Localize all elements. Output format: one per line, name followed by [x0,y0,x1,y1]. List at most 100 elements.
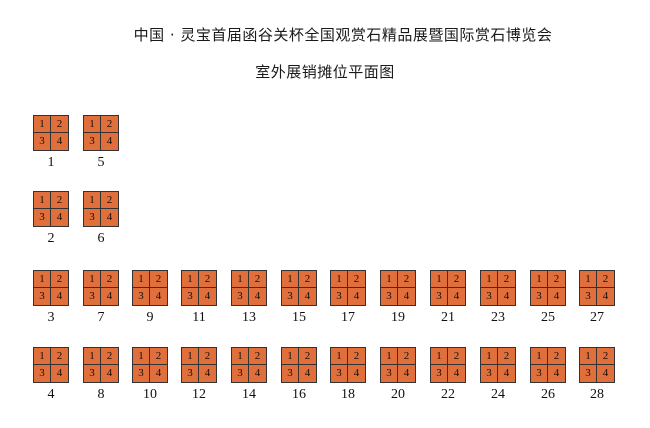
booth-cell-4: 4 [106,290,113,302]
booth-22[interactable]: 1 2 3 4 22 [430,347,466,402]
booth-cell-4: 4 [204,290,211,302]
booth-cell-1: 1 [481,271,498,288]
booth-16[interactable]: 1 2 3 4 16 [281,347,317,402]
booth-cell-2: 2 [199,271,216,288]
booth-cell-2: 2 [299,271,316,288]
booth-cell-1: 1 [133,348,150,365]
booth-cell-3: 3 [182,288,199,305]
booth-23[interactable]: 1 2 3 4 23 [480,270,516,325]
booth-cell-4: 4 [254,367,261,379]
booth-cell-1: 1 [34,116,51,133]
booth-12[interactable]: 1 2 3 4 12 [181,347,217,402]
booth-cell-4: 4 [56,135,63,147]
booth-cell-3: 3 [84,209,101,226]
booth-18[interactable]: 1 2 3 4 18 [330,347,366,402]
booth-15[interactable]: 1 2 3 4 15 [281,270,317,325]
booth-17[interactable]: 1 2 3 4 17 [330,270,366,325]
booth-cell-4: 4 [106,135,113,147]
booth-20[interactable]: 1 2 3 4 20 [380,347,416,402]
booth-11[interactable]: 1 2 3 4 11 [181,270,217,325]
booth-cell-3: 3 [381,288,398,305]
booth-cell-3: 3 [431,288,448,305]
booth-cell-3: 3 [580,288,597,305]
booth-number: 21 [441,310,455,325]
booth-cell-2: 2 [249,348,266,365]
booth-19[interactable]: 1 2 3 4 19 [380,270,416,325]
booth-cell-2: 2 [150,271,167,288]
booth-cell-2: 2 [348,271,365,288]
booth-cell-4: 4 [503,367,510,379]
booth-25[interactable]: 1 2 3 4 25 [530,270,566,325]
booth-cell-4: 4 [453,290,460,302]
booth-number: 7 [97,310,105,325]
booth-cell-2: 2 [101,116,118,133]
booth-number: 14 [242,387,256,402]
booth-number: 16 [292,387,306,402]
booth-number: 4 [47,387,55,402]
booth-number: 8 [97,387,105,402]
booth-number: 11 [192,310,206,325]
booth-14[interactable]: 1 2 3 4 14 [231,347,267,402]
booth-21[interactable]: 1 2 3 4 21 [430,270,466,325]
booth-cell-3: 3 [531,288,548,305]
booth-cell-2: 2 [548,271,565,288]
booth-cell-1: 1 [282,271,299,288]
booth-26[interactable]: 1 2 3 4 26 [530,347,566,402]
booth-cell-1: 1 [84,271,101,288]
booth-cell-2: 2 [597,348,614,365]
booth-cell-2: 2 [498,271,515,288]
booth-cell-2: 2 [548,348,565,365]
booth-cell-4: 4 [503,290,510,302]
booth-cell-4: 4 [602,290,609,302]
booth-cell-4: 4 [106,367,113,379]
booth-10[interactable]: 1 2 3 4 10 [132,347,168,402]
booth-cell-2: 2 [51,116,68,133]
booth-cell-4: 4 [353,290,360,302]
booth-number: 2 [47,231,55,246]
booth-cell-3: 3 [282,288,299,305]
booth-cell-1: 1 [34,348,51,365]
booth-cell-3: 3 [282,365,299,382]
booth-cell-1: 1 [133,271,150,288]
booth-number: 18 [341,387,355,402]
booth-number: 23 [491,310,505,325]
booth-cell-4: 4 [453,367,460,379]
booth-number: 26 [541,387,555,402]
booth-13[interactable]: 1 2 3 4 13 [231,270,267,325]
booth-24[interactable]: 1 2 3 4 24 [480,347,516,402]
booth-number: 3 [47,310,55,325]
booth-cell-1: 1 [34,271,51,288]
booth-cell-4: 4 [56,367,63,379]
booth-27[interactable]: 1 2 3 4 27 [579,270,615,325]
booth-28[interactable]: 1 2 3 4 28 [579,347,615,402]
booth-cell-1: 1 [431,348,448,365]
booth-cell-4: 4 [204,367,211,379]
booth-cell-1: 1 [84,348,101,365]
booth-cell-4: 4 [56,290,63,302]
booth-cell-3: 3 [84,288,101,305]
booth-number: 24 [491,387,505,402]
booth-cell-3: 3 [133,288,150,305]
booth-cell-4: 4 [403,290,410,302]
page-title: 中国 · 灵宝首届函谷关杯全国观赏石精品展暨国际赏石博览会 [133,26,553,44]
booth-cell-4: 4 [304,367,311,379]
